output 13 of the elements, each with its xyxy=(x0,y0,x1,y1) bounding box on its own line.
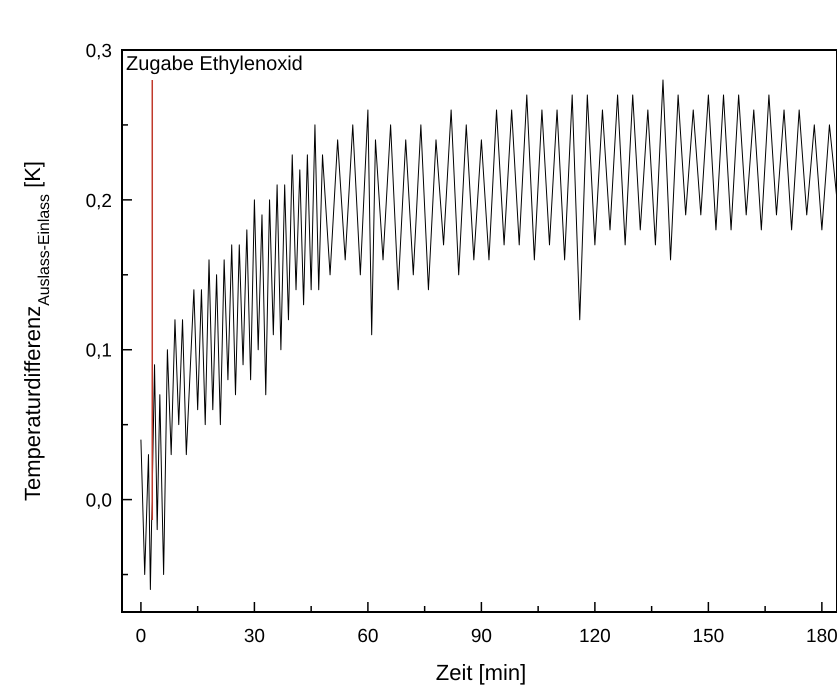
y-tick-label: 0,2 xyxy=(86,190,112,212)
ref-line-label: Zugabe Ethylenoxid xyxy=(126,53,303,75)
x-tick-label: 30 xyxy=(244,626,265,647)
x-tick-label: 0 xyxy=(136,626,146,647)
y-tick-label: 0,3 xyxy=(86,41,112,62)
y-tick-label: 0,0 xyxy=(86,490,112,512)
x-tick-label: 180 xyxy=(806,626,837,647)
x-tick-label: 90 xyxy=(470,626,492,647)
x-axis-title: Zeit [min] xyxy=(436,660,526,685)
x-tick-label: 120 xyxy=(579,626,611,647)
y-tick-label: 0,1 xyxy=(86,340,112,362)
x-tick-label: 60 xyxy=(357,626,378,647)
x-tick-label: 150 xyxy=(692,626,724,647)
